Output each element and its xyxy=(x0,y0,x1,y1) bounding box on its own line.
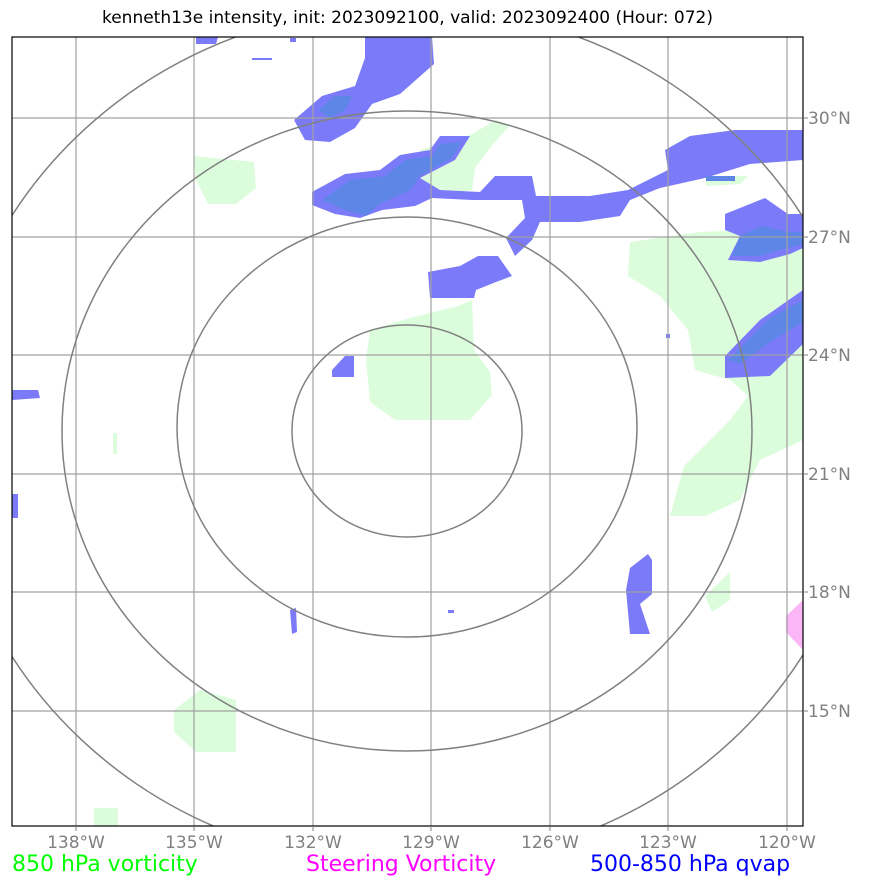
lat-tick-label: 30°N xyxy=(808,109,851,129)
graticule xyxy=(12,37,803,826)
range-rings xyxy=(12,37,803,826)
lat-tick-label: 18°N xyxy=(808,583,851,603)
lon-tick-label: 120°W xyxy=(758,833,816,853)
legend-qvap: 500-850 hPa qvap xyxy=(590,852,791,877)
legend-vorticity: 850 hPa vorticity xyxy=(12,852,198,877)
qvap-overlap-regions xyxy=(318,96,803,364)
qvap-region-top-dot xyxy=(290,38,296,42)
lon-tick-label: 126°W xyxy=(521,833,579,853)
vorticity-region-north xyxy=(415,120,510,198)
qvap-overlap-north xyxy=(318,96,352,118)
qvap-region-southeast xyxy=(626,554,652,634)
vorticity-region-east xyxy=(628,228,803,516)
legend-steering-vorticity: Steering Vorticity xyxy=(306,852,497,877)
vorticity-region-west-spot xyxy=(113,433,117,454)
range-ring-1 xyxy=(291,324,523,538)
lon-tick-label: 132°W xyxy=(284,833,342,853)
qvap-region-west-edge-lower xyxy=(12,494,18,518)
qvap-region-top-blob xyxy=(196,37,218,44)
range-ring-2 xyxy=(176,216,638,638)
qvap-region-south-sliver xyxy=(290,608,297,634)
qvap-region-dot-a xyxy=(448,610,454,613)
qvap-overlap-northeast-strip xyxy=(706,176,735,181)
qvap-region-top-dash xyxy=(252,58,272,60)
vorticity-region-bottom-left xyxy=(94,808,118,826)
longitude-labels: 138°W 135°W 132°W 129°W 126°W 123°W 120°… xyxy=(47,833,816,853)
qvap-overlap-band xyxy=(322,142,462,216)
qvap-region-mid xyxy=(428,256,512,298)
lat-tick-label: 27°N xyxy=(808,228,851,248)
lat-tick-label: 24°N xyxy=(808,346,851,366)
vorticity-region-southwest xyxy=(174,690,236,752)
vorticity-regions xyxy=(94,120,803,826)
lat-tick-label: 21°N xyxy=(808,465,851,485)
qvap-region-small xyxy=(332,356,354,377)
steering-vorticity-region xyxy=(786,600,803,650)
lat-tick-label: 15°N xyxy=(808,702,851,722)
lon-tick-label: 135°W xyxy=(165,833,223,853)
tick-marks xyxy=(75,117,808,831)
map-title: kenneth13e intensity, init: 2023092100, … xyxy=(101,8,714,28)
qvap-region-west-edge xyxy=(12,390,40,400)
range-ring-3 xyxy=(61,110,753,752)
vorticity-region-center xyxy=(366,300,492,420)
map-fields xyxy=(12,37,803,826)
lon-tick-label: 123°W xyxy=(639,833,697,853)
qvap-overlap-east-upper xyxy=(732,226,803,256)
qvap-overlap-east-lower xyxy=(728,300,803,364)
latitude-labels: 30°N 27°N 24°N 21°N 18°N 15°N xyxy=(808,109,851,722)
lon-tick-label: 138°W xyxy=(47,833,105,853)
lon-tick-label: 129°W xyxy=(402,833,460,853)
map-frame xyxy=(11,36,804,827)
